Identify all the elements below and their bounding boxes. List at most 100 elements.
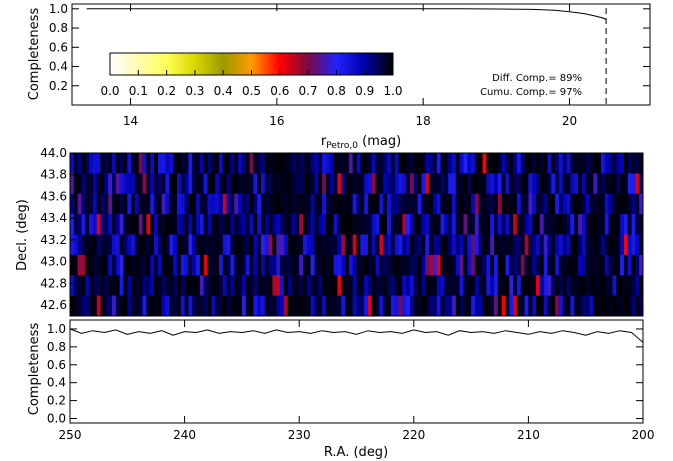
heatmap-cell	[169, 275, 174, 297]
cumu-completeness-annotation: Cumu. Comp.= 97%	[480, 87, 582, 98]
heatmap-cell	[536, 275, 541, 297]
heatmap-cell	[505, 153, 510, 174]
heatmap-cell	[188, 234, 193, 256]
heatmap-cell	[398, 193, 403, 215]
heatmap-cell	[81, 153, 86, 174]
heatmap-cell	[390, 234, 396, 256]
heatmap-cell	[253, 173, 258, 195]
heatmap-cell	[627, 153, 632, 174]
heatmap-cell	[574, 295, 579, 317]
heatmap-cell	[494, 153, 499, 174]
heatmap-cell	[581, 295, 587, 317]
heatmap-cell	[597, 153, 602, 174]
heatmap-cell	[264, 254, 270, 276]
heatmap-cell	[199, 153, 205, 174]
heatmap-cell	[402, 254, 407, 276]
heatmap-cell	[154, 295, 159, 317]
heatmap-cell	[245, 214, 250, 235]
heatmap-cell	[123, 173, 128, 195]
heatmap-cell	[333, 234, 338, 256]
heatmap-cell	[218, 214, 224, 235]
heatmap-cell	[142, 275, 147, 297]
heatmap-cell	[562, 234, 567, 256]
map-y-tick-label: 42.8	[40, 276, 67, 290]
heatmap-cell	[142, 173, 147, 195]
heatmap-cell	[387, 295, 392, 317]
heatmap-cell	[551, 295, 556, 317]
heatmap-cell	[444, 254, 449, 276]
heatmap-cell	[516, 275, 522, 297]
heatmap-cell	[325, 153, 331, 174]
heatmap-cell	[157, 214, 163, 235]
heatmap-cell	[352, 275, 357, 297]
colorbar-tick-label: 0.7	[299, 84, 318, 98]
heatmap-cell	[73, 173, 79, 195]
heatmap-cell	[543, 254, 548, 276]
heatmap-cell	[119, 275, 124, 297]
heatmap-cell	[490, 295, 495, 317]
heatmap-cell	[77, 275, 82, 297]
heatmap-cell	[524, 193, 529, 215]
heatmap-cell	[367, 254, 373, 276]
heatmap-cell	[455, 214, 461, 235]
heatmap-cell	[154, 173, 159, 195]
heatmap-cell	[73, 234, 79, 256]
heatmap-cell	[176, 295, 182, 317]
heatmap-cell	[574, 153, 579, 174]
heatmap-cell	[631, 193, 636, 215]
heatmap-cell	[215, 275, 220, 297]
heatmap-cell	[585, 234, 590, 256]
heatmap-cell	[532, 173, 537, 195]
heatmap-cell	[157, 193, 163, 215]
heatmap-cell	[562, 275, 567, 297]
heatmap-cell	[516, 295, 522, 317]
heatmap-cell	[432, 234, 438, 256]
heatmap-cell	[230, 173, 235, 195]
heatmap-cell	[379, 254, 384, 276]
heatmap-cell	[581, 234, 587, 256]
heatmap-cell	[356, 153, 361, 174]
heatmap-cell	[524, 275, 529, 297]
heatmap-cell	[192, 295, 197, 317]
heatmap-cell	[513, 254, 518, 276]
heatmap-cell	[593, 254, 598, 276]
heatmap-cell	[367, 295, 373, 317]
heatmap-cell	[432, 275, 438, 297]
heatmap-cell	[581, 193, 587, 215]
heatmap-cell	[85, 193, 90, 215]
heatmap-cell	[123, 214, 128, 235]
heatmap-cell	[463, 153, 468, 174]
heatmap-cell	[620, 173, 625, 195]
heatmap-cell	[367, 153, 373, 174]
heatmap-cell	[413, 153, 419, 174]
heatmap-cell	[226, 153, 231, 174]
heatmap-cell	[562, 193, 567, 215]
heatmap-cell	[459, 275, 464, 297]
heatmap-cell	[417, 214, 422, 235]
heatmap-cell	[261, 254, 266, 276]
heatmap-cell	[620, 214, 625, 235]
heatmap-cell	[547, 214, 552, 235]
heatmap-cell	[184, 234, 189, 256]
heatmap-cell	[383, 193, 388, 215]
heatmap-cell	[283, 153, 289, 174]
heatmap-cell	[585, 173, 590, 195]
heatmap-cell	[180, 153, 185, 174]
heatmap-cell	[89, 173, 94, 195]
heatmap-cell	[169, 295, 174, 317]
bottom-x-axis-label: R.A. (deg)	[324, 445, 388, 460]
heatmap-cell	[635, 173, 640, 195]
top-plot-frame	[71, 3, 651, 106]
heatmap-cell	[371, 254, 376, 276]
heatmap-cell	[303, 173, 308, 195]
heatmap-cell	[257, 153, 262, 174]
heatmap-cell	[173, 295, 178, 317]
heatmap-cell	[497, 275, 503, 297]
heatmap-cell	[322, 234, 327, 256]
heatmap-cell	[578, 295, 583, 317]
bottom-y-tick-label: 0.0	[47, 412, 66, 426]
heatmap-cell	[253, 275, 258, 297]
heatmap-cell	[261, 295, 266, 317]
heatmap-cell	[597, 173, 602, 195]
heatmap-cell	[127, 214, 132, 235]
